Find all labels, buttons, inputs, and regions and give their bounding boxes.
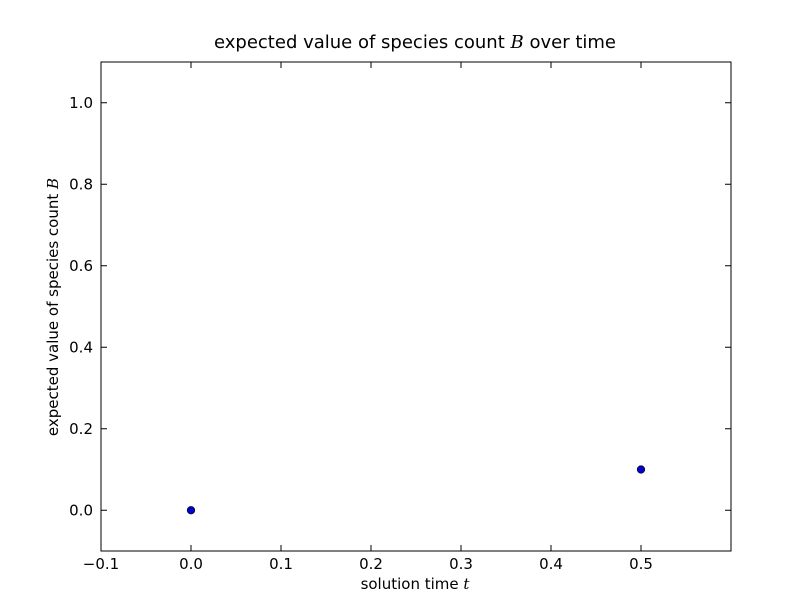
y-tick-label: 0.6 [69, 257, 93, 275]
x-tick-label: 0.5 [629, 555, 653, 573]
y-axis-title: expected value of species count B [44, 178, 62, 436]
x-axis-title: solution time t [361, 575, 471, 593]
data-point [636, 465, 646, 474]
y-tick-label: 0.4 [69, 338, 93, 356]
y-tick-label: 0.2 [69, 420, 93, 438]
data-point [186, 506, 196, 515]
y-axis-ticks: 0.0 0.2 0.4 0.6 0.8 1.0 [69, 94, 731, 519]
data-points [186, 465, 646, 515]
chart-title: expected value of species count B over t… [214, 32, 616, 53]
x-tick-label: −0.1 [83, 555, 119, 573]
x-tick-label: 0.4 [539, 555, 563, 573]
x-tick-label: 0.3 [449, 555, 473, 573]
x-axis-ticks: −0.1 0.0 0.1 0.2 0.3 0.4 0.5 [83, 62, 653, 573]
y-tick-label: 1.0 [69, 94, 93, 112]
x-tick-label: 0.2 [359, 555, 383, 573]
plot-area [100, 61, 732, 552]
x-tick-label: 0.0 [179, 555, 203, 573]
y-tick-label: 0.0 [69, 501, 93, 519]
x-tick-label: 0.1 [269, 555, 293, 573]
y-tick-label: 0.8 [69, 175, 93, 193]
